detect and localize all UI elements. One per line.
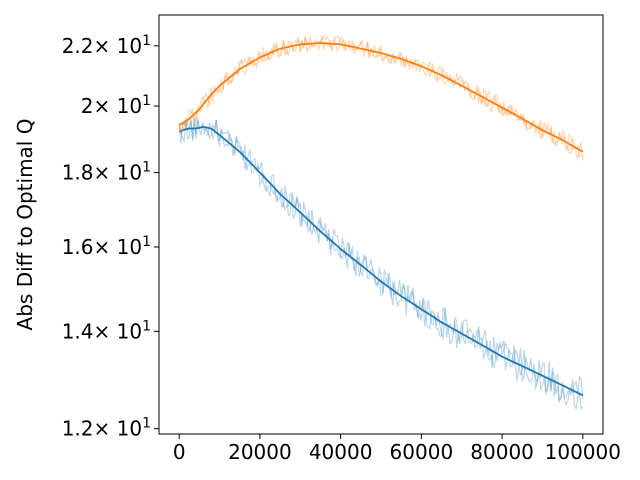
series-1-raw-band-0 <box>178 34 584 158</box>
series-1 <box>178 34 584 161</box>
y-tick-label: 2× 101 <box>81 93 151 118</box>
y-tick-label: 1.6× 101 <box>62 234 151 259</box>
series-0-raw-band-1 <box>178 118 584 411</box>
series-0-line <box>178 126 584 397</box>
y-axis-label: Abs Diff to Optimal Q <box>13 119 37 331</box>
x-tick-label: 60000 <box>390 440 454 464</box>
y-tick-label: 1.2× 101 <box>62 416 151 441</box>
x-tick-label: 100000 <box>545 440 621 464</box>
x-tick-label: 80000 <box>470 440 534 464</box>
x-tick-label: 40000 <box>309 440 373 464</box>
plot-area <box>178 34 584 412</box>
x-axis: 0 20000 40000 60000 80000 100000 <box>173 434 621 464</box>
y-tick-label: 2.2× 101 <box>62 33 151 58</box>
y-tick-label: 1.8× 101 <box>62 160 151 185</box>
y-axis: 1.2× 101 1.4× 101 1.6× 101 1.8× 101 2× 101 2.… <box>62 33 159 441</box>
axes-frame <box>158 14 604 435</box>
series-1-line <box>178 42 584 153</box>
series-0-raw-band-0 <box>178 116 584 412</box>
x-tick-label: 0 <box>173 440 186 464</box>
series-0 <box>178 116 584 412</box>
x-tick-label: 20000 <box>228 440 292 464</box>
y-tick-label: 1.4× 101 <box>62 318 151 343</box>
